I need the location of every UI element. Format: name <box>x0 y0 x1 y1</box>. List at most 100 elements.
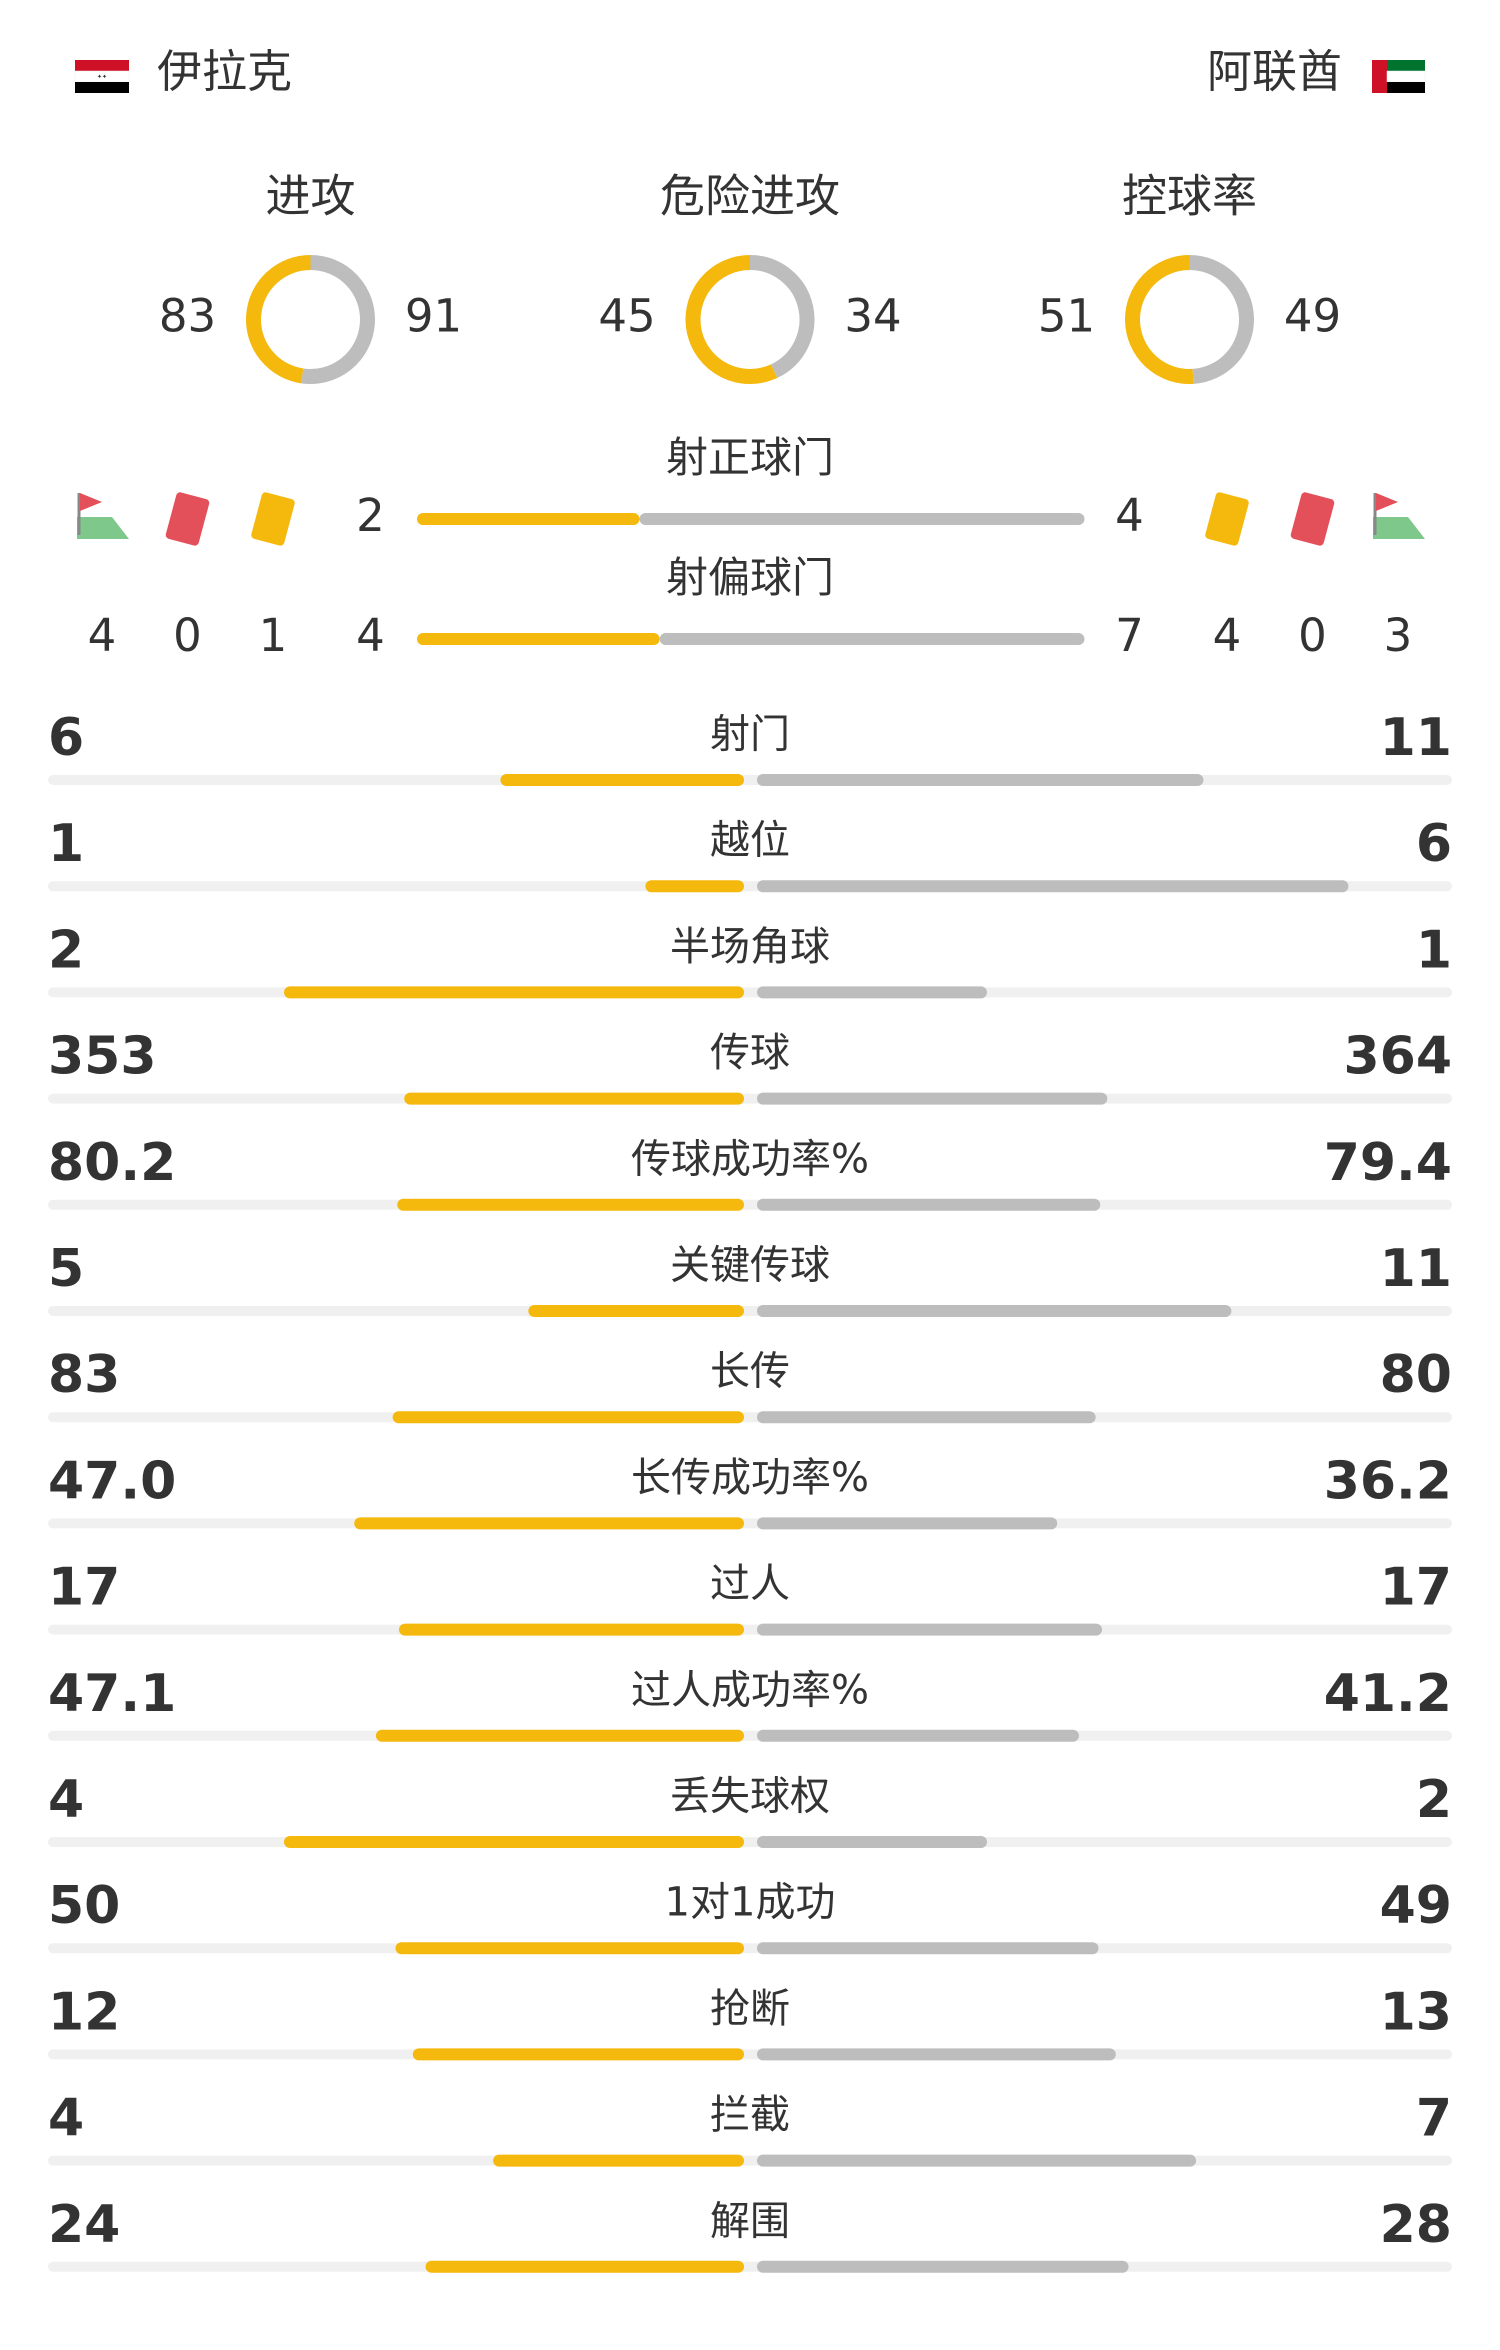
stat-home-value: 353 <box>48 1027 157 1087</box>
stat-label: 过人 <box>710 1561 790 1607</box>
stat-home-bar <box>399 1623 744 1636</box>
yellow-card-icon <box>1205 492 1249 546</box>
stat-track <box>48 1730 1452 1741</box>
stat-away-bar <box>757 1623 1102 1636</box>
donut-away-value: 91 <box>405 290 462 343</box>
donut-away-arc <box>301 255 375 384</box>
stat-track <box>48 1306 1452 1316</box>
red-card-icon <box>1290 492 1335 546</box>
stat-away-value: 364 <box>1343 1027 1452 1087</box>
donut-home-value: 45 <box>598 290 655 343</box>
stat-track <box>48 1093 1452 1104</box>
home-corners-value: 4 <box>88 609 117 662</box>
stat-home-bar <box>645 880 744 893</box>
stat-home-bar <box>412 2048 744 2061</box>
home-red-cards-value: 0 <box>173 609 202 662</box>
stat-home-bar <box>528 1305 744 1317</box>
shot-away-value: 4 <box>1115 489 1144 542</box>
away-yellow-cards-value: 4 <box>1213 609 1242 662</box>
shot-away-bar <box>659 633 1085 645</box>
home-team: 伊拉克 <box>157 45 292 98</box>
stat-label: 长传成功率% <box>631 1455 869 1501</box>
stat-away-value: 13 <box>1380 1982 1452 2042</box>
home-flag: ✦✦ <box>74 60 130 93</box>
stat-label: 越位 <box>710 818 790 864</box>
stat-away-value: 6 <box>1416 814 1452 874</box>
donut-home-value: 83 <box>159 290 216 343</box>
shot-away-bar <box>639 513 1085 525</box>
shot-home-value: 2 <box>356 489 385 542</box>
donut-home-arc <box>1125 255 1194 384</box>
stat-away-value: 36.2 <box>1324 1451 1452 1511</box>
corner-flag <box>80 493 102 511</box>
shot-away-value: 7 <box>1115 609 1144 662</box>
stat-away-bar <box>757 1942 1099 1955</box>
stat-home-value: 24 <box>48 2195 120 2255</box>
stat-home-bar <box>395 1942 744 1955</box>
stat-away-bar <box>757 1411 1096 1424</box>
stat-home-value: 47.1 <box>48 1664 176 1724</box>
svg-text:✦✦: ✦✦ <box>97 74 107 81</box>
stat-home-value: 2 <box>48 920 84 980</box>
stat-track <box>48 1518 1452 1529</box>
donut-home-arc <box>685 255 778 384</box>
home-yellow-cards-value: 1 <box>259 609 288 662</box>
stat-home-bar <box>354 1517 744 1530</box>
donut-label: 危险进攻 <box>660 170 840 223</box>
stat-away-bar <box>757 774 1204 786</box>
stat-track <box>48 2155 1452 2166</box>
shot-home-bar <box>417 633 660 645</box>
stat-track <box>48 1837 1452 1847</box>
stat-label: 关键传球 <box>670 1243 830 1289</box>
stat-away-bar <box>757 880 1349 893</box>
stat-track <box>48 1943 1452 1954</box>
stat-label: 过人成功率% <box>631 1667 869 1713</box>
stat-track <box>48 2261 1452 2272</box>
stat-away-bar <box>757 1729 1079 1742</box>
stat-home-value: 47.0 <box>48 1451 176 1511</box>
donut-label: 进攻 <box>265 170 355 223</box>
red-card-icon <box>165 492 210 546</box>
stat-track <box>48 2049 1452 2060</box>
stat-label: 传球成功率% <box>631 1136 869 1182</box>
donut-label: 控球率 <box>1122 170 1257 223</box>
stat-label: 丢失球权 <box>670 1774 830 1820</box>
stat-home-bar <box>392 1411 744 1424</box>
stat-home-value: 5 <box>48 1239 84 1299</box>
stat-away-value: 28 <box>1380 2195 1452 2255</box>
stat-away-bar <box>757 1517 1058 1530</box>
stat-home-bar <box>425 2260 744 2273</box>
stat-away-value: 11 <box>1380 708 1452 768</box>
stat-home-bar <box>404 1092 744 1105</box>
stat-away-bar <box>757 2154 1197 2167</box>
away-flag <box>1372 60 1426 93</box>
stat-track <box>48 1624 1452 1635</box>
stat-home-value: 12 <box>48 1982 120 2042</box>
stat-label: 长传 <box>710 1349 790 1395</box>
stat-track <box>48 1412 1452 1423</box>
stat-away-value: 80 <box>1380 1345 1452 1405</box>
stat-home-value: 6 <box>48 708 84 768</box>
stat-label: 射门 <box>710 712 790 758</box>
stat-away-value: 2 <box>1416 1770 1452 1830</box>
stat-home-value: 1 <box>48 814 84 874</box>
stat-away-value: 1 <box>1416 920 1452 980</box>
stat-away-bar <box>757 1092 1108 1105</box>
corner-field <box>1373 517 1425 539</box>
stat-label: 传球 <box>710 1030 790 1076</box>
corner-flag <box>1376 493 1398 511</box>
corner-icon <box>1373 493 1425 539</box>
away-red-cards-value: 0 <box>1298 609 1327 662</box>
stat-away-value: 79.4 <box>1324 1133 1452 1193</box>
stat-label: 抢断 <box>710 1986 790 2032</box>
shot-home-bar <box>417 513 640 525</box>
stat-home-value: 4 <box>48 1770 84 1830</box>
stat-away-value: 11 <box>1380 1239 1452 1299</box>
stat-track <box>48 1199 1452 1210</box>
stat-home-bar <box>284 1836 744 1848</box>
stat-label: 1对1成功 <box>665 1880 836 1926</box>
stat-home-bar <box>493 2154 744 2167</box>
away-corners-value: 3 <box>1384 609 1413 662</box>
stat-away-bar <box>757 986 987 999</box>
